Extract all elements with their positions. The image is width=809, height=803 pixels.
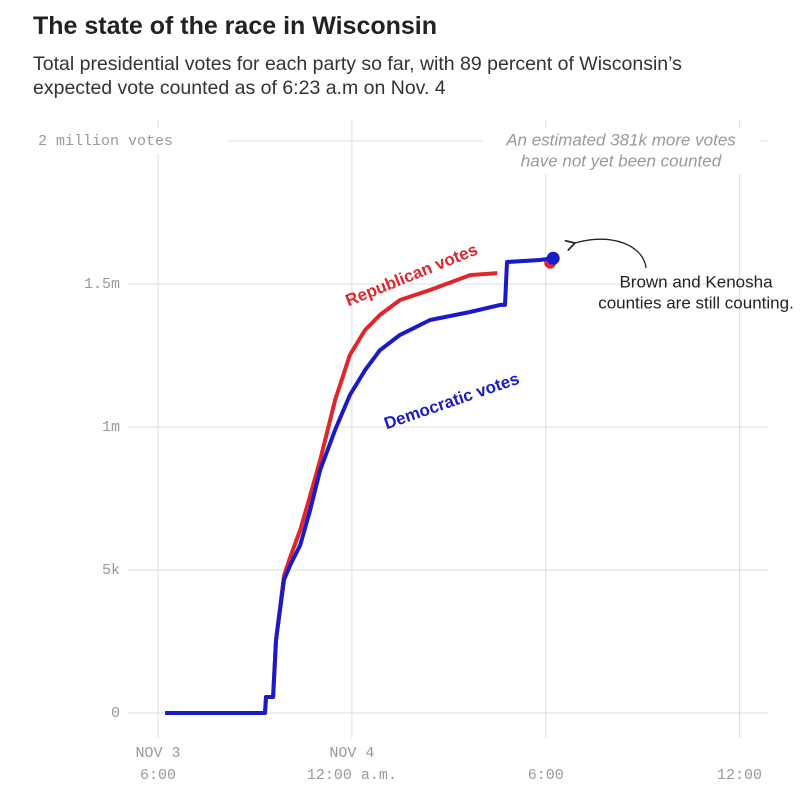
- x-tick-label: NOV 3 6:00: [135, 745, 181, 784]
- annotation: have not yet been counted: [521, 151, 722, 170]
- chart-title: The state of the race in Wisconsin: [33, 12, 438, 40]
- x-tick-label: 12:00: [717, 767, 763, 784]
- end-dot: [546, 251, 560, 265]
- x-tick-label: NOV 4 12:00 a.m.: [306, 745, 397, 784]
- chart-subtitle: Total presidential votes for each party …: [33, 53, 682, 99]
- label-backing: [482, 128, 760, 174]
- y-tick-label: 5k: [102, 562, 120, 579]
- series-line: [165, 256, 553, 715]
- series-label: Democratic votes: [382, 369, 522, 433]
- y-tick-label: 1m: [102, 419, 120, 436]
- annotation-arrow: [564, 238, 647, 269]
- y-tick-label: 1.5m: [84, 276, 120, 293]
- annotation: Brown and Kenosha: [619, 272, 773, 291]
- y-tick-label: 0: [111, 705, 120, 722]
- x-tick-label: 6:00: [527, 767, 564, 784]
- label-backing: [30, 128, 228, 154]
- annotation: An estimated 381k more votes: [505, 130, 736, 149]
- series-label: Republican votes: [343, 240, 481, 310]
- y-tick-label: 2 million votes: [38, 133, 173, 150]
- annotation: counties are still counting.: [598, 293, 794, 312]
- series-line: [165, 260, 552, 713]
